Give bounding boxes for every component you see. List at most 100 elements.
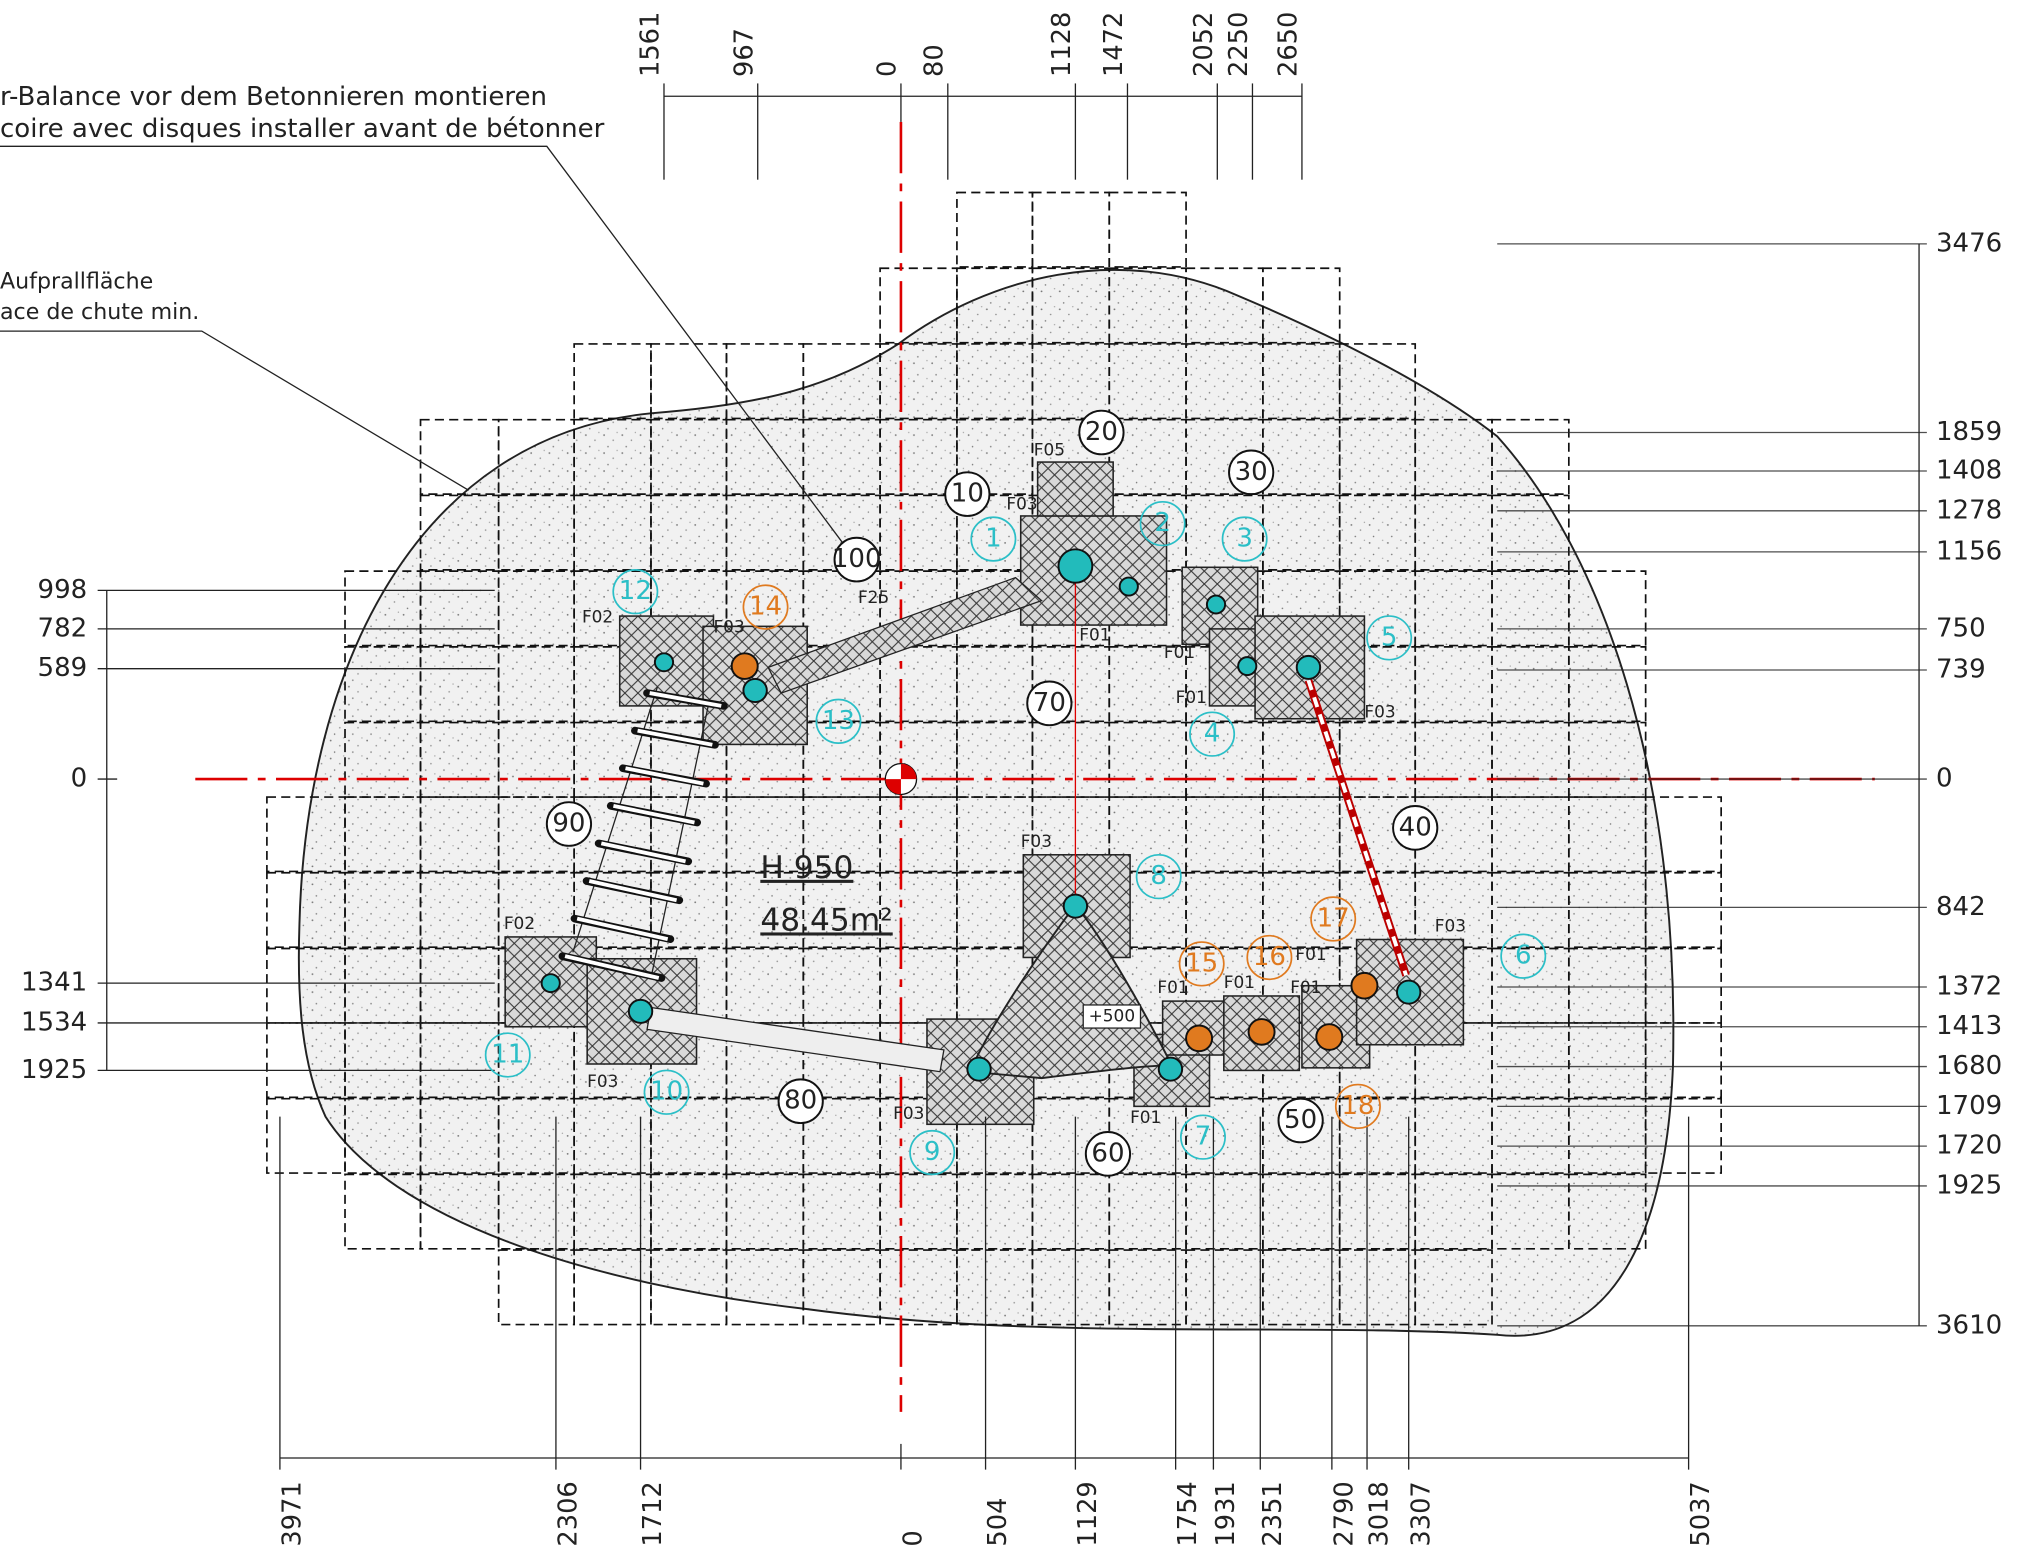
item-circle xyxy=(612,569,659,615)
note-1-de: r-Balance vor dem Betonnieren montieren xyxy=(0,82,547,112)
section-number: 70 xyxy=(1033,688,1066,718)
item-number: 11 xyxy=(491,1040,524,1070)
grid-cell xyxy=(344,570,422,647)
grid-cell xyxy=(497,1097,575,1174)
grid-cell xyxy=(650,494,728,571)
labels: r-Balance vor dem Betonnieren montieren … xyxy=(0,12,2002,1547)
parts xyxy=(0,83,1927,1470)
footing-label: F03 xyxy=(1021,831,1052,851)
section-number: 40 xyxy=(1399,812,1432,842)
grid-cell xyxy=(1338,796,1417,873)
footing xyxy=(1036,461,1114,517)
rung-in xyxy=(649,691,722,708)
right-dim: 842 xyxy=(1936,892,1986,922)
rung-in xyxy=(625,766,704,786)
right-dim: 1413 xyxy=(1936,1011,2002,1041)
left-dim: 1534 xyxy=(21,1008,87,1038)
bottom-dim: 1931 xyxy=(1211,1481,1241,1546)
footing-label: F01 xyxy=(1157,977,1188,997)
footing-label: F01 xyxy=(1295,944,1326,964)
footing-label: F03 xyxy=(713,617,744,637)
right-dim: 1408 xyxy=(1936,456,2002,486)
grid-cell xyxy=(956,796,1034,873)
top-dim: 2250 xyxy=(1224,12,1254,77)
grid-cell xyxy=(956,494,1034,571)
grid-cell xyxy=(1491,418,1570,495)
grid-cell xyxy=(1644,1022,1723,1099)
grid-cell xyxy=(497,570,575,647)
grid-cell xyxy=(650,343,728,420)
impact-area xyxy=(297,268,1675,1337)
bottom-dim: 3971 xyxy=(277,1481,307,1546)
item-number: 12 xyxy=(619,576,652,606)
grid-cell xyxy=(1567,1173,1647,1250)
item-number: 8 xyxy=(1150,861,1167,891)
grid-cell xyxy=(1491,494,1570,571)
section-circle xyxy=(545,801,593,847)
grid-cell xyxy=(1338,1249,1417,1326)
item-number: 4 xyxy=(1204,719,1221,749)
item-circle xyxy=(1500,933,1547,979)
footing-label: F03 xyxy=(1435,916,1466,936)
left-dim: 589 xyxy=(38,653,88,683)
item-circle xyxy=(1221,516,1268,562)
footing-label: F05 xyxy=(1034,440,1065,460)
item-number: 10 xyxy=(650,1077,683,1107)
top-dim: 2650 xyxy=(1273,12,1303,77)
post xyxy=(1350,971,1379,1000)
top-dim: 80 xyxy=(919,44,949,77)
rung-in xyxy=(564,954,660,980)
item-number: 13 xyxy=(822,706,855,736)
grid-cell xyxy=(497,494,575,571)
right-dim: 1859 xyxy=(1936,417,2002,447)
rung-in xyxy=(612,803,695,825)
footing-label: F03 xyxy=(1006,493,1037,513)
right-dim: 1709 xyxy=(1936,1091,2002,1121)
grid-cell xyxy=(1414,1249,1493,1326)
grid-cell xyxy=(1567,721,1647,798)
grid-cell xyxy=(497,1173,575,1250)
section-circle xyxy=(1277,1097,1324,1144)
bottom-dim: 1754 xyxy=(1173,1481,1203,1546)
section-number: 100 xyxy=(832,544,882,574)
note-2-fr: ace de chute min. xyxy=(0,300,199,325)
post xyxy=(742,677,768,704)
item-circle xyxy=(1366,615,1413,661)
grid-cell xyxy=(1644,796,1723,873)
item-number: 2 xyxy=(1154,508,1171,538)
grid-cell xyxy=(650,418,728,495)
origin-fill xyxy=(885,763,917,795)
left-dim: 782 xyxy=(38,614,88,644)
grid-cell xyxy=(956,646,1034,723)
beam xyxy=(767,576,1043,694)
grid-cell xyxy=(1262,267,1341,344)
grid-cell xyxy=(956,343,1034,420)
footing-label: F03 xyxy=(1364,701,1395,721)
grid-cell xyxy=(1338,1097,1417,1174)
height-label: H 950 xyxy=(760,850,853,886)
item-number: 6 xyxy=(1515,941,1532,971)
grid-cell xyxy=(1644,1097,1723,1174)
rung-in xyxy=(576,916,669,942)
bottom-dim: 2351 xyxy=(1258,1481,1288,1546)
item-circle xyxy=(742,584,789,630)
item-circle xyxy=(1310,896,1357,942)
rung-in xyxy=(637,728,713,747)
grid-cell xyxy=(1567,646,1647,723)
footing-label: F03 xyxy=(587,1071,618,1091)
left-dim: 0 xyxy=(71,764,88,794)
grid-cell xyxy=(344,646,422,723)
bottom-dim: 3018 xyxy=(1364,1481,1394,1546)
top-dim: 967 xyxy=(729,28,759,77)
leader xyxy=(0,330,470,491)
section-number: 30 xyxy=(1235,457,1268,487)
post xyxy=(1185,1024,1214,1053)
right-dim: 1156 xyxy=(1936,537,2002,567)
post xyxy=(1247,1018,1276,1046)
item-circle xyxy=(815,698,862,744)
footing-label: F01 xyxy=(1164,642,1195,662)
section-circle xyxy=(1026,680,1073,727)
grid-cell xyxy=(650,871,728,949)
right-dim: 1720 xyxy=(1936,1131,2002,1161)
post xyxy=(1315,1023,1344,1051)
